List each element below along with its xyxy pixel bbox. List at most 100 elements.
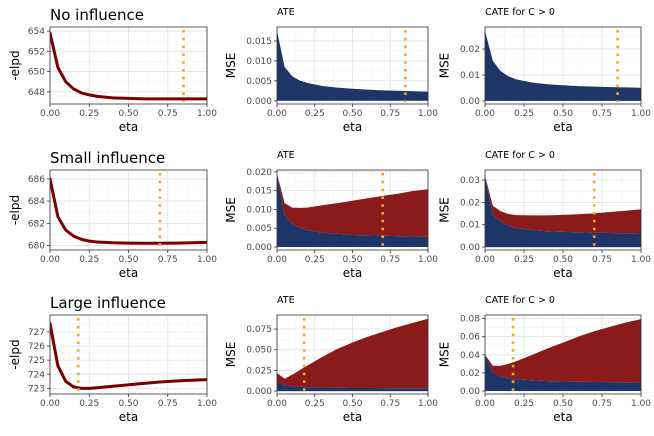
y-tick-label: 652: [28, 47, 45, 57]
x-axis-label: eta: [119, 120, 138, 134]
x-tick-label: 0.50: [553, 399, 573, 409]
x-tick-label: 0.25: [305, 399, 325, 409]
y-tick-label: 682: [28, 219, 45, 229]
y-tick-label: 0.02: [460, 45, 480, 55]
x-tick-label: 0.25: [305, 255, 325, 265]
y-tick-label: 0.050: [246, 346, 272, 356]
x-tick-label: 0.75: [592, 255, 612, 265]
y-tick-label: 0.00: [460, 97, 480, 107]
row-title: No influence: [50, 6, 144, 24]
panel-r1c1: 0.00 0.25 0.50 0.75 1.00 648 650 652 654 eta -elpd…: [8, 6, 217, 134]
x-tick-label: 0.25: [79, 109, 99, 119]
y-axis-label: MSE: [438, 197, 452, 223]
y-tick-label: 0.08: [460, 315, 480, 325]
x-tick-label: 0.75: [158, 399, 178, 409]
data-layer: [485, 319, 641, 391]
y-tick-label: 0.015: [246, 187, 272, 197]
y-axis-label: MSE: [224, 53, 238, 79]
panel-title: ATE: [277, 7, 295, 18]
y-tick-label: 727: [28, 328, 45, 338]
x-axis-label: eta: [553, 410, 572, 424]
elpd-line: [50, 322, 207, 390]
panel-r2c3: 0.00 0.25 0.50 0.75 1.00 0.00 0.01 0.02 0.03 eta M…: [438, 150, 652, 280]
x-tick-label: 0.50: [118, 255, 138, 265]
panel-r1c2: 0.00 0.25 0.50 0.75 1.00 0.000 0.005 0.010 0.015…: [224, 7, 438, 134]
panel-r3c2: 0.00 0.25 0.50 0.75 1.00 0.000 0.025 0.050 0.075…: [224, 295, 438, 424]
y-tick-label: 0.020: [246, 168, 272, 178]
x-tick-label: 0.00: [475, 399, 495, 409]
x-tick-label: 1.00: [631, 399, 651, 409]
data-layer: [277, 318, 428, 392]
x-tick-label: 0.25: [514, 255, 534, 265]
x-axis-label: eta: [553, 266, 572, 280]
y-tick-label: 686: [28, 175, 45, 185]
x-tick-label: 0.75: [592, 399, 612, 409]
x-tick-label: 1.00: [197, 399, 217, 409]
y-tick-label: 684: [28, 197, 45, 207]
y-tick-label: 725: [28, 356, 45, 366]
panel-title: CATE for C > 0: [485, 7, 555, 18]
y-tick-label: 0.00: [460, 243, 480, 253]
y-axis-label: MSE: [224, 197, 238, 223]
area-variance-band: [485, 175, 641, 248]
x-tick-label: 1.00: [418, 399, 438, 409]
y-tick-label: 0.025: [246, 366, 272, 376]
area-variance-band: [485, 354, 641, 391]
x-tick-label: 0.25: [79, 399, 99, 409]
x-tick-label: 0.00: [40, 399, 60, 409]
y-tick-label: 0.005: [246, 224, 272, 234]
y-tick-label: 0.000: [246, 243, 272, 253]
x-tick-label: 1.00: [631, 109, 651, 119]
x-tick-label: 0.50: [118, 399, 138, 409]
y-tick-label: 0.010: [246, 57, 272, 67]
x-tick-label: 0.25: [514, 399, 534, 409]
y-axis-label: -elpd: [8, 339, 22, 369]
y-tick-label: 0.01: [460, 221, 480, 231]
x-tick-label: 1.00: [197, 109, 217, 119]
x-tick-label: 0.75: [380, 399, 400, 409]
panel-r3c3: 0.00 0.25 0.50 0.75 1.00 0.00 0.02 0.04 0.06 0.08…: [438, 295, 652, 424]
y-tick-label: 654: [28, 27, 45, 37]
y-axis-label: -elpd: [8, 50, 22, 80]
x-axis-label: eta: [119, 410, 138, 424]
y-tick-label: 0.005: [246, 77, 272, 87]
x-tick-label: 0.75: [158, 255, 178, 265]
x-tick-label: 0.50: [553, 109, 573, 119]
x-axis-label: eta: [343, 410, 362, 424]
y-tick-label: 0.010: [246, 205, 272, 215]
y-tick-label: 723: [28, 384, 45, 394]
x-axis-label: eta: [553, 120, 572, 134]
x-tick-label: 0.50: [553, 255, 573, 265]
y-tick-label: 726: [28, 342, 45, 352]
data-layer: [485, 30, 641, 101]
y-axis-label: -elpd: [8, 195, 22, 225]
y-axis-label: MSE: [224, 342, 238, 368]
y-tick-label: 0.01: [460, 71, 480, 81]
row-title: Small influence: [50, 149, 165, 167]
panel-title: CATE for C > 0: [485, 150, 555, 161]
area-bias-band: [277, 173, 428, 237]
y-tick-label: 0.00: [460, 387, 480, 397]
elpd-line: [50, 31, 207, 101]
y-tick-label: 0.04: [460, 351, 480, 361]
x-tick-label: 0.00: [475, 109, 495, 119]
x-axis-label: eta: [343, 266, 362, 280]
panel-title: ATE: [277, 150, 295, 161]
data-layer: [277, 31, 428, 101]
panel-r2c2: 0.00 0.25 0.50 0.75 1.00 0.000 0.005 0.010 0.015…: [224, 150, 438, 280]
area-bias-band: [485, 175, 641, 234]
x-tick-label: 1.00: [197, 255, 217, 265]
area-bias-band: [485, 319, 641, 383]
x-tick-label: 0.00: [267, 109, 287, 119]
x-tick-label: 0.75: [380, 255, 400, 265]
area-variance-band: [277, 382, 428, 392]
data-layer: [485, 175, 641, 248]
elpd-line: [50, 177, 207, 245]
panel-title: CATE for C > 0: [485, 295, 555, 306]
x-tick-label: 0.25: [79, 255, 99, 265]
y-tick-label: 724: [28, 370, 45, 380]
x-tick-label: 0.00: [267, 399, 287, 409]
y-tick-label: 0.02: [460, 369, 480, 379]
x-tick-label: 0.25: [514, 109, 534, 119]
